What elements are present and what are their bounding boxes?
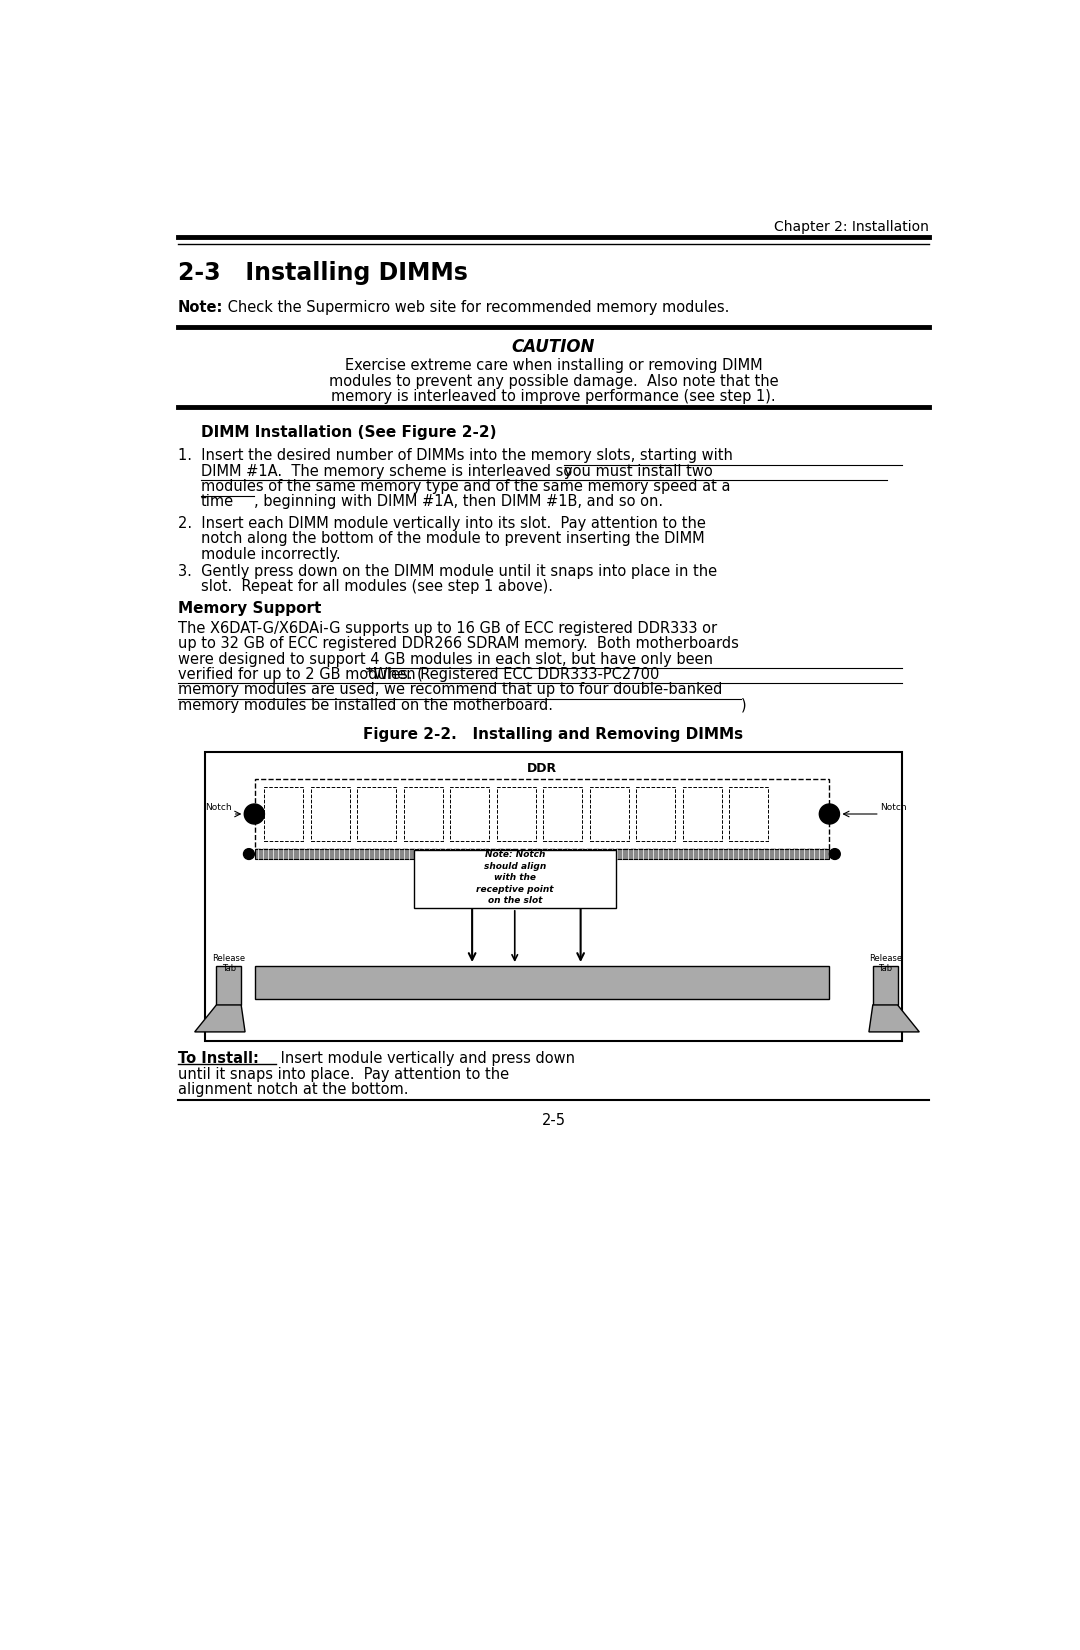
- Text: To Install:: To Install:: [177, 1051, 258, 1066]
- Text: up to 32 GB of ECC registered DDR266 SDRAM memory.  Both motherboards: up to 32 GB of ECC registered DDR266 SDR…: [177, 637, 739, 652]
- Text: Exercise extreme care when installing or removing DIMM: Exercise extreme care when installing or…: [345, 358, 762, 373]
- Text: Tab: Tab: [221, 964, 235, 972]
- Bar: [255, 779, 828, 848]
- Text: The X6DAT-G/X6DAi-G supports up to 16 GB of ECC registered DDR333 or: The X6DAT-G/X6DAi-G supports up to 16 GB…: [177, 620, 717, 635]
- Text: were designed to support 4 GB modules in each slot, but have only been: were designed to support 4 GB modules in…: [177, 652, 713, 667]
- Text: Notch: Notch: [880, 804, 907, 812]
- Text: notch along the bottom of the module to prevent inserting the DIMM: notch along the bottom of the module to …: [201, 531, 704, 546]
- Bar: [529, 848, 828, 860]
- Circle shape: [820, 804, 839, 823]
- Text: memory modules be installed on the motherboard.: memory modules be installed on the mothe…: [177, 698, 553, 713]
- Bar: [404, 787, 443, 842]
- Bar: [205, 752, 902, 1041]
- Bar: [357, 787, 396, 842]
- Bar: [450, 787, 489, 842]
- Bar: [497, 787, 536, 842]
- Text: module incorrectly.: module incorrectly.: [201, 546, 340, 561]
- Text: CAUTION: CAUTION: [512, 338, 595, 356]
- Text: you must install two: you must install two: [564, 464, 713, 478]
- Bar: [255, 848, 515, 860]
- Text: Tab: Tab: [878, 964, 892, 972]
- Circle shape: [243, 848, 255, 860]
- Text: 2.  Insert each DIMM module vertically into its slot.  Pay attention to the: 2. Insert each DIMM module vertically in…: [177, 516, 705, 531]
- Bar: [311, 787, 350, 842]
- Text: until it snaps into place.  Pay attention to the: until it snaps into place. Pay attention…: [177, 1066, 509, 1081]
- Text: memory modules are used, we recommend that up to four double-banked: memory modules are used, we recommend th…: [177, 683, 723, 698]
- Text: Chapter 2: Installation: Chapter 2: Installation: [774, 219, 930, 234]
- Text: ): ): [741, 698, 746, 713]
- Bar: [729, 787, 768, 842]
- Text: Release: Release: [868, 954, 902, 962]
- Text: Note: Notch
should align
with the
receptive point
on the slot: Note: Notch should align with the recept…: [476, 850, 554, 904]
- Text: 2-3   Installing DIMMs: 2-3 Installing DIMMs: [177, 261, 468, 285]
- Text: Check the Supermicro web site for recommended memory modules.: Check the Supermicro web site for recomm…: [222, 300, 729, 315]
- Bar: [873, 967, 897, 1005]
- Bar: [683, 787, 721, 842]
- Text: Note:: Note:: [177, 300, 222, 315]
- Bar: [590, 787, 629, 842]
- Text: modules of the same memory type and of the same memory speed at a: modules of the same memory type and of t…: [201, 478, 730, 493]
- Bar: [265, 787, 303, 842]
- Polygon shape: [869, 1005, 919, 1031]
- Text: 1.  Insert the desired number of DIMMs into the memory slots, starting with: 1. Insert the desired number of DIMMs in…: [177, 449, 732, 464]
- Text: Figure 2-2.   Installing and Removing DIMMs: Figure 2-2. Installing and Removing DIMM…: [364, 728, 743, 742]
- Text: , beginning with DIMM #1A, then DIMM #1B, and so on.: , beginning with DIMM #1A, then DIMM #1B…: [254, 495, 663, 510]
- Text: alignment notch at the bottom.: alignment notch at the bottom.: [177, 1082, 408, 1097]
- Bar: [636, 787, 675, 842]
- Bar: [216, 967, 241, 1005]
- Text: slot.  Repeat for all modules (see step 1 above).: slot. Repeat for all modules (see step 1…: [201, 579, 553, 594]
- Text: memory is interleaved to improve performance (see step 1).: memory is interleaved to improve perform…: [332, 389, 775, 404]
- Text: Notch: Notch: [205, 804, 232, 812]
- Text: DIMM #1A.  The memory scheme is interleaved so: DIMM #1A. The memory scheme is interleav…: [201, 464, 577, 478]
- Text: Insert module vertically and press down: Insert module vertically and press down: [276, 1051, 575, 1066]
- Polygon shape: [194, 1005, 245, 1031]
- Circle shape: [829, 848, 840, 860]
- Text: 3.  Gently press down on the DIMM module until it snaps into place in the: 3. Gently press down on the DIMM module …: [177, 564, 717, 579]
- Bar: [255, 967, 828, 998]
- Text: Release: Release: [212, 954, 245, 962]
- Bar: [543, 787, 582, 842]
- Text: DDR: DDR: [527, 762, 557, 774]
- Text: verified for up to 2 GB modules. (: verified for up to 2 GB modules. (: [177, 667, 422, 681]
- Text: Memory Support: Memory Support: [177, 601, 321, 615]
- Text: time: time: [201, 495, 234, 510]
- Text: DIMM Installation (See Figure 2-2): DIMM Installation (See Figure 2-2): [201, 426, 497, 441]
- Bar: [414, 850, 616, 908]
- Circle shape: [244, 804, 265, 823]
- Text: 2-5: 2-5: [541, 1112, 566, 1127]
- Text: *When Registered ECC DDR333-PC2700: *When Registered ECC DDR333-PC2700: [366, 667, 659, 681]
- Text: modules to prevent any possible damage.  Also note that the: modules to prevent any possible damage. …: [328, 373, 779, 388]
